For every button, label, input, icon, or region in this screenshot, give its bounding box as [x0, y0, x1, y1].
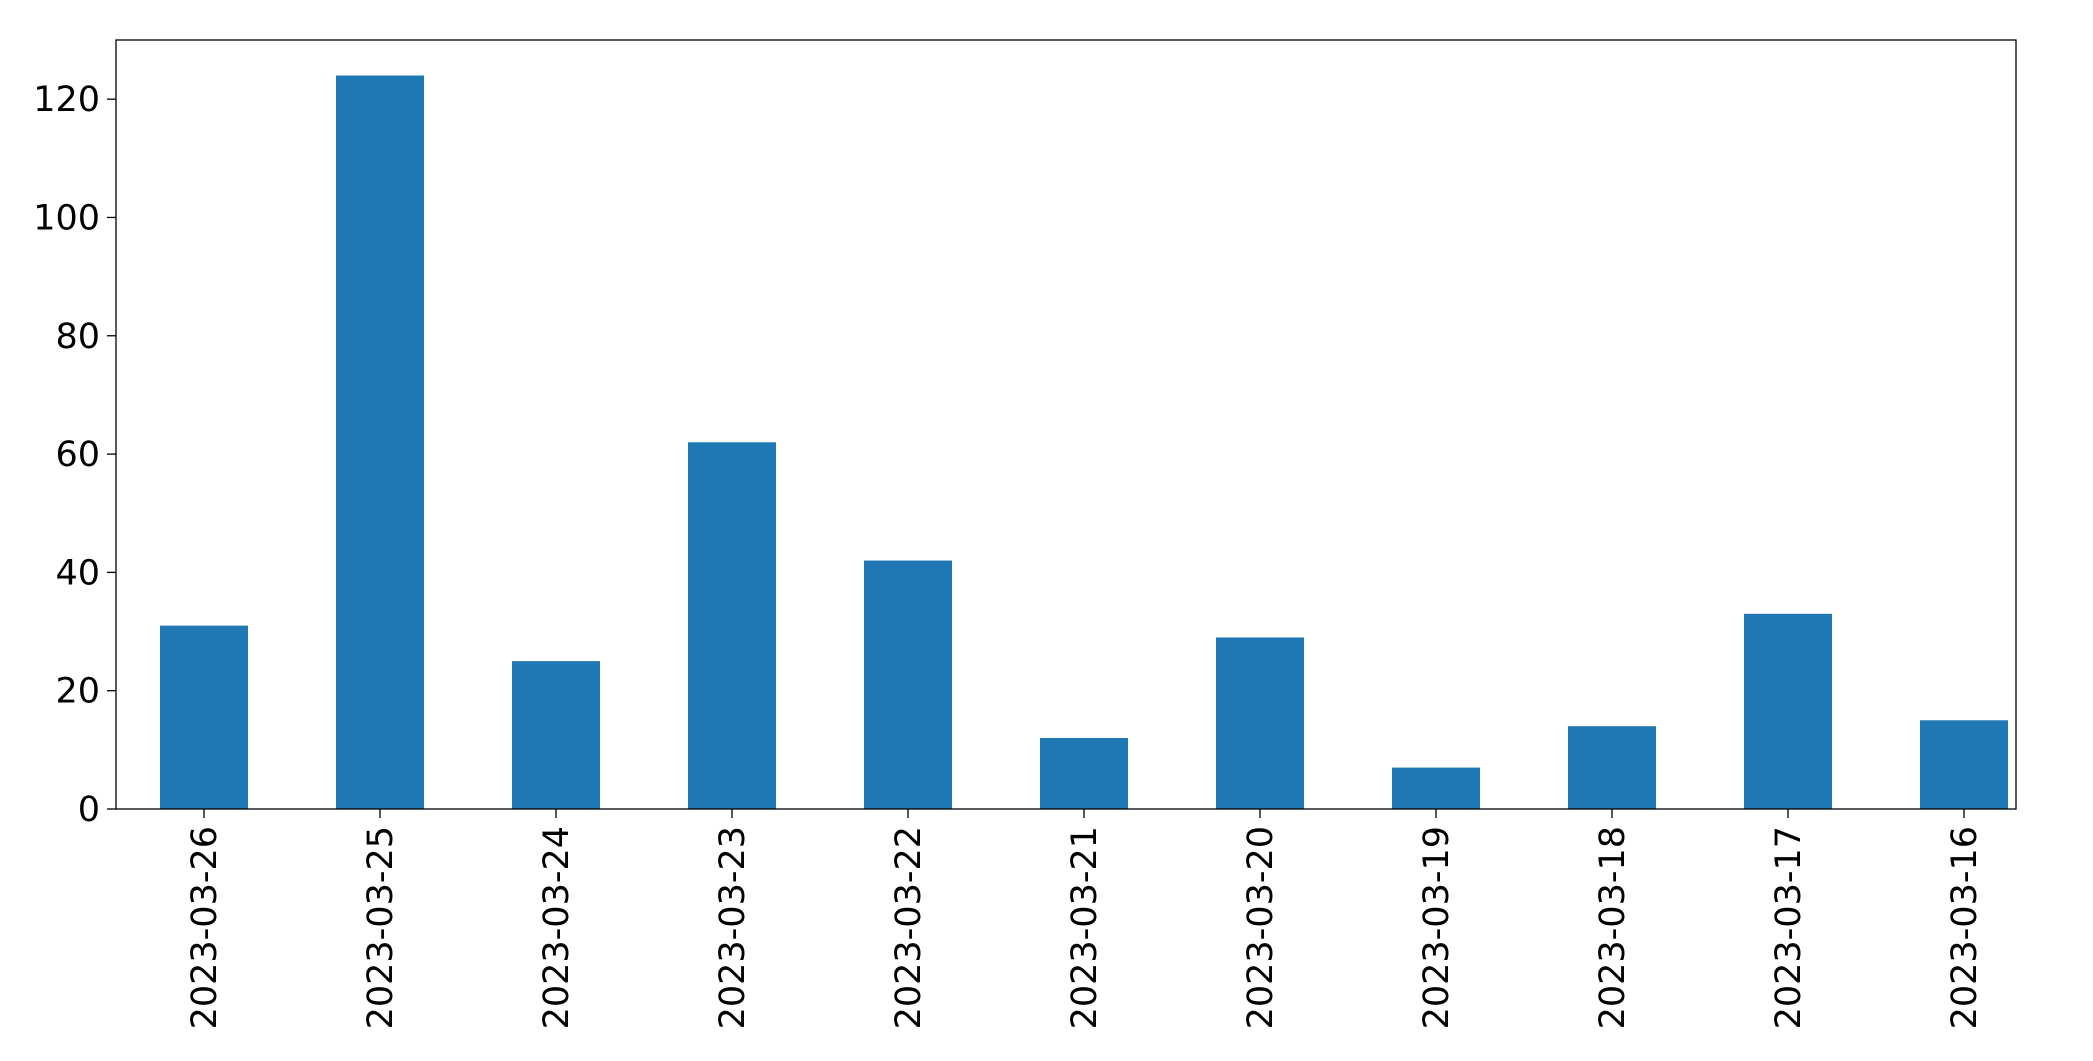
bar: [512, 661, 600, 809]
y-tick-label: 120: [33, 80, 100, 120]
x-tick-label: 2023-03-19: [1417, 826, 1457, 1029]
bar: [1216, 637, 1304, 809]
x-tick-label: 2023-03-18: [1593, 826, 1633, 1029]
plot-frame: [115, 39, 2017, 810]
y-tick-label: 100: [33, 198, 100, 238]
x-tick-label: 2023-03-26: [185, 826, 225, 1029]
x-tick-label: 2023-03-24: [537, 826, 577, 1029]
x-tick-label: 2023-03-16: [1945, 826, 1985, 1029]
y-tick-label: 80: [55, 317, 100, 357]
bar: [336, 75, 424, 809]
y-tick-label: 0: [78, 790, 100, 830]
bar: [160, 625, 248, 809]
y-tick-label: 40: [55, 553, 100, 593]
bar: [688, 442, 776, 809]
bar: [1568, 726, 1656, 809]
x-tick-label: 2023-03-17: [1769, 826, 1809, 1029]
bar: [1040, 738, 1128, 809]
y-tick-label: 20: [55, 672, 100, 712]
x-tick-label: 2023-03-21: [1065, 826, 1105, 1029]
x-tick-label: 2023-03-23: [713, 826, 753, 1029]
bar: [1920, 720, 2008, 809]
x-tick-label: 2023-03-20: [1241, 826, 1281, 1029]
bar: [1744, 613, 1832, 809]
x-tick-label: 2023-03-25: [361, 826, 401, 1029]
bar: [864, 560, 952, 809]
bar: [1392, 767, 1480, 809]
y-tick-label: 60: [55, 435, 100, 475]
x-tick-label: 2023-03-22: [889, 826, 929, 1029]
